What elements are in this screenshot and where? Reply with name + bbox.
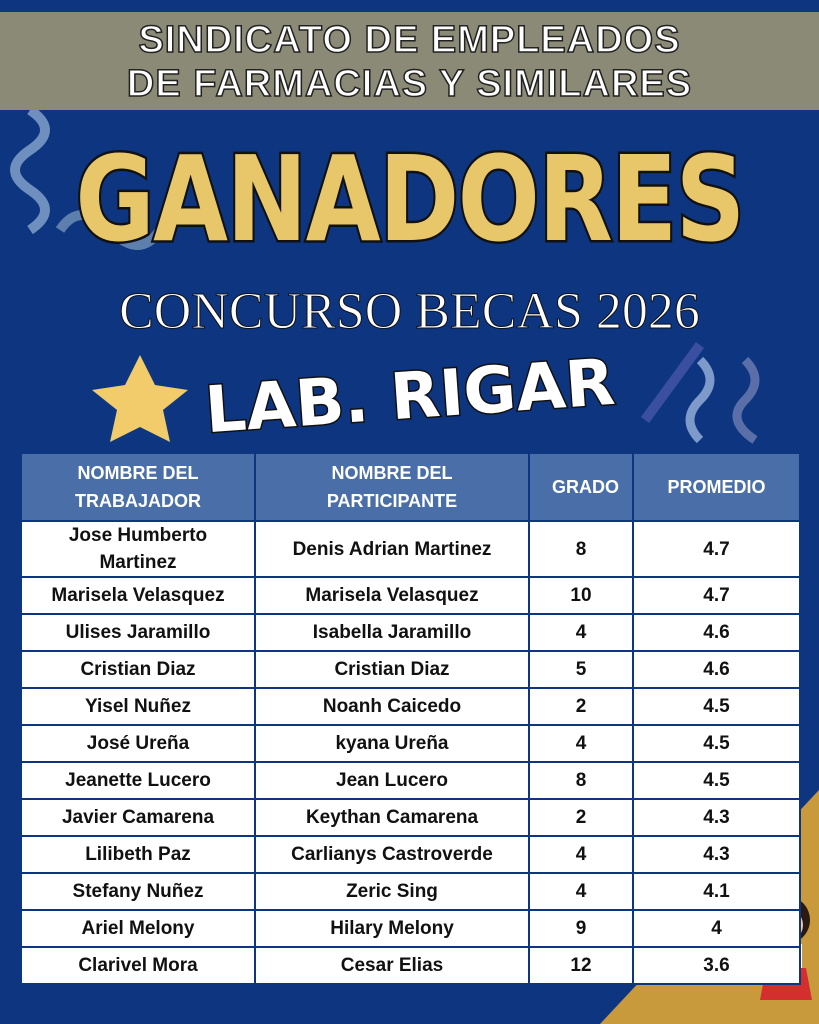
squiggle (685, 356, 715, 444)
table-cell: 4.5 (632, 687, 801, 726)
table-cell: Jean Lucero (254, 761, 530, 800)
table-cell: 4.7 (632, 520, 801, 578)
table-cell: 4 (632, 909, 801, 948)
table-cell: kyana Ureña (254, 724, 530, 763)
squiggle (55, 210, 165, 250)
table-cell: Clarivel Mora (20, 946, 256, 985)
table-row: Jose Humberto Martinez Denis Adrian Marti… (20, 520, 801, 578)
squiggle (10, 105, 50, 235)
column-header: NOMBRE DEL PARTICIPANTE (254, 452, 530, 522)
header-line: SINDICATO DE EMPLEADOS (138, 18, 681, 62)
table-row: Stefany Nuñez Zeric Sing 4 4.1 (20, 872, 801, 911)
table-cell: Marisela Velasquez (20, 576, 256, 615)
table-cell: 10 (528, 576, 634, 615)
header-banner: SINDICATO DE EMPLEADOS DE FARMACIAS Y SI… (0, 12, 819, 110)
winners-table: NOMBRE DEL TRABAJADOR NOMBRE DEL PARTICIP… (20, 452, 801, 985)
table-cell: Stefany Nuñez (20, 872, 256, 911)
table-cell: 2 (528, 687, 634, 726)
table-cell: 3.6 (632, 946, 801, 985)
table-cell: Keythan Camarena (254, 798, 530, 837)
table-cell: Denis Adrian Martinez (254, 520, 530, 578)
table-cell: Lilibeth Paz (20, 835, 256, 874)
table-cell: 4 (528, 872, 634, 911)
table-row: Ulises Jaramillo Isabella Jaramillo 4 4.6 (20, 613, 801, 652)
table-cell: 2 (528, 798, 634, 837)
table-cell: 4.5 (632, 761, 801, 800)
header-row: NOMBRE DEL TRABAJADOR NOMBRE DEL PARTICIP… (20, 452, 801, 522)
table-row: José Ureña kyana Ureña 4 4.5 (20, 724, 801, 763)
table-row: Marisela Velasquez Marisela Velasquez 10 4.… (20, 576, 801, 615)
table-cell: 4.1 (632, 872, 801, 911)
table-cell: Ulises Jaramillo (20, 613, 256, 652)
column-header: GRADO (528, 452, 634, 522)
table-cell: 4.6 (632, 650, 801, 689)
table-cell: 4 (528, 613, 634, 652)
column-header: NOMBRE DEL TRABAJADOR (20, 452, 256, 522)
table-cell: Javier Camarena (20, 798, 256, 837)
squiggle (732, 356, 760, 444)
table-cell: 4 (528, 835, 634, 874)
table-cell: 4.5 (632, 724, 801, 763)
table-cell: Isabella Jaramillo (254, 613, 530, 652)
table-cell: 12 (528, 946, 634, 985)
star (92, 355, 188, 442)
table-cell: 4.3 (632, 798, 801, 837)
table-cell: Ariel Melony (20, 909, 256, 948)
table-row: Ariel Melony Hilary Melony 9 4 (20, 909, 801, 948)
table-cell: 5 (528, 650, 634, 689)
table-cell: José Ureña (20, 724, 256, 763)
table-row: Cristian Diaz Cristian Diaz 5 4.6 (20, 650, 801, 689)
table-cell: Hilary Melony (254, 909, 530, 948)
header-line: DE FARMACIAS Y SIMILARES (126, 62, 693, 106)
table-row: Lilibeth Paz Carlianys Castroverde 4 4.3 (20, 835, 801, 874)
table-cell: 4.3 (632, 835, 801, 874)
table-cell: Jose Humberto Martinez (20, 520, 256, 578)
table-cell: 4.7 (632, 576, 801, 615)
table-cell: Zeric Sing (254, 872, 530, 911)
title: GANADORES (73, 128, 747, 271)
table-row: Yisel Nuñez Noanh Caicedo 2 4.5 (20, 687, 801, 726)
table-cell: 8 (528, 520, 634, 578)
table-cell: 9 (528, 909, 634, 948)
table-cell: Cristian Diaz (20, 650, 256, 689)
table-cell: Cesar Elias (254, 946, 530, 985)
subtitle: CONCURSO BECAS 2026 (119, 283, 701, 341)
table-row: Javier Camarena Keythan Camarena 2 4.3 (20, 798, 801, 837)
table-cell: 8 (528, 761, 634, 800)
table-cell: Carlianys Castroverde (254, 835, 530, 874)
table-cell: Noanh Caicedo (254, 687, 530, 726)
table-cell: 4.6 (632, 613, 801, 652)
table-row: Jeanette Lucero Jean Lucero 8 4.5 (20, 761, 801, 800)
table-cell: Marisela Velasquez (254, 576, 530, 615)
table-cell: Cristian Diaz (254, 650, 530, 689)
table-cell: 4 (528, 724, 634, 763)
table-cell: Yisel Nuñez (20, 687, 256, 726)
column-header: PROMEDIO (632, 452, 801, 522)
table-cell: Jeanette Lucero (20, 761, 256, 800)
table-row: Clarivel Mora Cesar Elias 12 3.6 (20, 946, 801, 985)
pen (640, 342, 705, 423)
